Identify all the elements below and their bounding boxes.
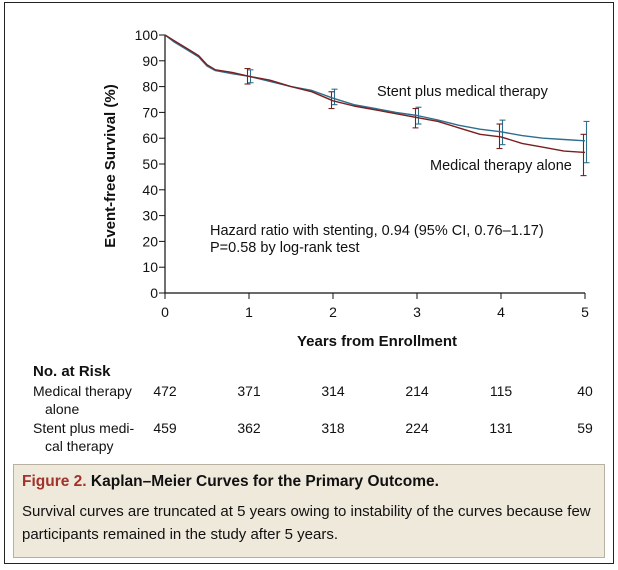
risk-value: 472 bbox=[153, 383, 177, 399]
risk-value: 40 bbox=[577, 383, 593, 399]
kaplan-meier-chart: 0 10 20 30 40 50 60 70 80 90 100 0 1 2 3 4 5 Stent plus … bbox=[33, 27, 593, 454]
caption-body: Survival curves are truncated at 5 years… bbox=[22, 503, 591, 543]
risk-table: No. at Risk Medical therapy alone Stent … bbox=[33, 363, 593, 454]
figure-caption: Figure 2. Kaplan–Meier Curves for the Pr… bbox=[13, 464, 605, 558]
risk-value: 59 bbox=[577, 420, 593, 436]
figure-panel: 0 10 20 30 40 50 60 70 80 90 100 0 1 2 3 4 5 Stent plus … bbox=[4, 2, 614, 564]
y-tick-label: 50 bbox=[142, 156, 158, 172]
x-tick-label: 4 bbox=[497, 304, 505, 320]
caption-title: Figure 2. Kaplan–Meier Curves for the Pr… bbox=[22, 473, 594, 491]
risk-row-label-medical-line1: Medical therapy bbox=[33, 383, 132, 399]
y-tick-label: 0 bbox=[150, 285, 158, 301]
y-tick-label: 60 bbox=[142, 130, 158, 146]
risk-value: 115 bbox=[490, 383, 513, 399]
risk-value: 459 bbox=[153, 420, 177, 436]
survival-curve-medical bbox=[164, 34, 586, 154]
risk-row-label-medical-line2: alone bbox=[45, 401, 79, 417]
chart-axes: 0 10 20 30 40 50 60 70 80 90 100 0 1 2 3 4 5 bbox=[135, 27, 589, 320]
risk-value: 362 bbox=[237, 420, 261, 436]
survival-curves bbox=[164, 34, 586, 154]
x-tick-label: 2 bbox=[329, 304, 337, 320]
p-value-annotation: P=0.58 by log-rank test bbox=[210, 240, 360, 256]
y-tick-label: 40 bbox=[142, 182, 158, 198]
risk-value: 371 bbox=[237, 383, 261, 399]
risk-value: 131 bbox=[489, 420, 513, 436]
x-tick-label: 0 bbox=[161, 304, 169, 320]
caption-figure-label: Figure 2. bbox=[22, 473, 87, 490]
series-label-stent: Stent plus medical therapy bbox=[377, 84, 549, 100]
x-tick-label: 1 bbox=[245, 304, 253, 320]
x-axis-title: Years from Enrollment bbox=[297, 333, 457, 350]
risk-row-label-stent-line2: cal therapy bbox=[45, 438, 113, 454]
risk-value: 224 bbox=[405, 420, 429, 436]
series-label-medical: Medical therapy alone bbox=[430, 158, 572, 174]
caption-title-text: Kaplan–Meier Curves for the Primary Outc… bbox=[90, 473, 439, 490]
y-tick-label: 80 bbox=[142, 79, 158, 95]
x-tick-label: 5 bbox=[581, 304, 589, 320]
y-tick-label: 100 bbox=[135, 27, 159, 43]
y-tick-label: 30 bbox=[142, 208, 158, 224]
risk-value: 318 bbox=[321, 420, 345, 436]
survival-curve-stent bbox=[164, 34, 586, 142]
risk-table-values: 472 371 314 214 115 40 459 362 318 224 131 59 bbox=[153, 383, 593, 436]
y-axis-title: Event-free Survival (%) bbox=[102, 84, 119, 247]
y-tick-label: 90 bbox=[142, 53, 158, 69]
risk-value: 314 bbox=[321, 383, 345, 399]
y-tick-label: 20 bbox=[142, 233, 158, 249]
risk-table-title: No. at Risk bbox=[33, 363, 111, 380]
risk-value: 214 bbox=[405, 383, 429, 399]
y-tick-label: 10 bbox=[142, 259, 158, 275]
risk-row-label-stent-line1: Stent plus medi- bbox=[33, 420, 134, 436]
x-tick-label: 3 bbox=[413, 304, 421, 320]
hazard-ratio-annotation: Hazard ratio with stenting, 0.94 (95% CI… bbox=[210, 223, 544, 239]
y-tick-label: 70 bbox=[142, 104, 158, 120]
